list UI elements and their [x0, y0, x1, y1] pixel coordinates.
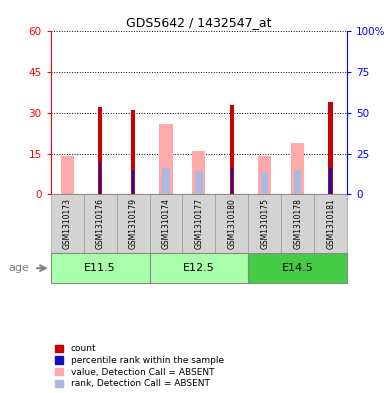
Bar	[258, 156, 271, 194]
Text: GSM1310180: GSM1310180	[227, 198, 236, 249]
Text: GSM1310175: GSM1310175	[260, 198, 269, 249]
Bar	[131, 110, 135, 194]
Legend: count, percentile rank within the sample, value, Detection Call = ABSENT, rank, : count, percentile rank within the sample…	[55, 344, 224, 389]
Text: GSM1310176: GSM1310176	[96, 198, 105, 249]
Bar	[215, 194, 248, 253]
Bar	[60, 156, 74, 194]
Bar	[248, 194, 281, 253]
Bar	[230, 105, 234, 194]
Bar	[248, 253, 347, 283]
Text: E12.5: E12.5	[183, 263, 215, 273]
Text: GSM1310179: GSM1310179	[129, 198, 138, 249]
Text: GSM1310174: GSM1310174	[161, 198, 170, 249]
Bar	[261, 173, 268, 194]
Text: GSM1310173: GSM1310173	[63, 198, 72, 249]
Bar	[328, 102, 333, 194]
Bar	[160, 124, 172, 194]
Bar	[83, 194, 117, 253]
Bar	[314, 194, 347, 253]
Bar	[330, 168, 332, 194]
Text: E11.5: E11.5	[84, 263, 116, 273]
Bar	[117, 194, 149, 253]
Bar	[162, 168, 170, 194]
Bar	[149, 194, 183, 253]
Text: E14.5: E14.5	[282, 263, 314, 273]
Bar	[51, 194, 83, 253]
Bar	[294, 170, 301, 194]
Text: age: age	[9, 263, 29, 273]
Bar	[98, 107, 102, 194]
Bar	[149, 253, 248, 283]
Title: GDS5642 / 1432547_at: GDS5642 / 1432547_at	[126, 16, 272, 29]
Text: GSM1310178: GSM1310178	[293, 198, 302, 249]
Bar	[99, 162, 101, 194]
Bar	[291, 143, 304, 194]
Bar	[281, 194, 314, 253]
Bar	[132, 170, 134, 194]
Text: GSM1310177: GSM1310177	[194, 198, 204, 249]
Bar	[183, 194, 215, 253]
Bar	[51, 253, 149, 283]
Bar	[230, 168, 233, 194]
Text: GSM1310181: GSM1310181	[326, 198, 335, 249]
Bar	[192, 151, 206, 194]
Bar	[195, 171, 202, 194]
